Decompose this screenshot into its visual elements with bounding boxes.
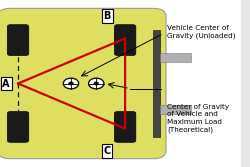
FancyBboxPatch shape bbox=[114, 25, 136, 55]
Text: Center of Gravity
of Vehicle and
Maximum Load
(Theoretical): Center of Gravity of Vehicle and Maximum… bbox=[167, 104, 229, 133]
FancyBboxPatch shape bbox=[114, 112, 136, 142]
FancyBboxPatch shape bbox=[7, 112, 29, 142]
Circle shape bbox=[63, 78, 79, 89]
Text: A: A bbox=[2, 78, 10, 89]
FancyBboxPatch shape bbox=[7, 25, 29, 55]
Text: B: B bbox=[104, 11, 111, 21]
FancyBboxPatch shape bbox=[0, 8, 166, 159]
Bar bbox=[153, 30, 160, 137]
Circle shape bbox=[88, 78, 104, 89]
Text: C: C bbox=[104, 146, 111, 156]
Bar bbox=[160, 105, 191, 114]
Circle shape bbox=[69, 82, 73, 85]
Text: Vehicle Center of
Gravity (Unloaded): Vehicle Center of Gravity (Unloaded) bbox=[167, 25, 236, 39]
Circle shape bbox=[94, 82, 98, 85]
Bar bbox=[160, 53, 191, 62]
